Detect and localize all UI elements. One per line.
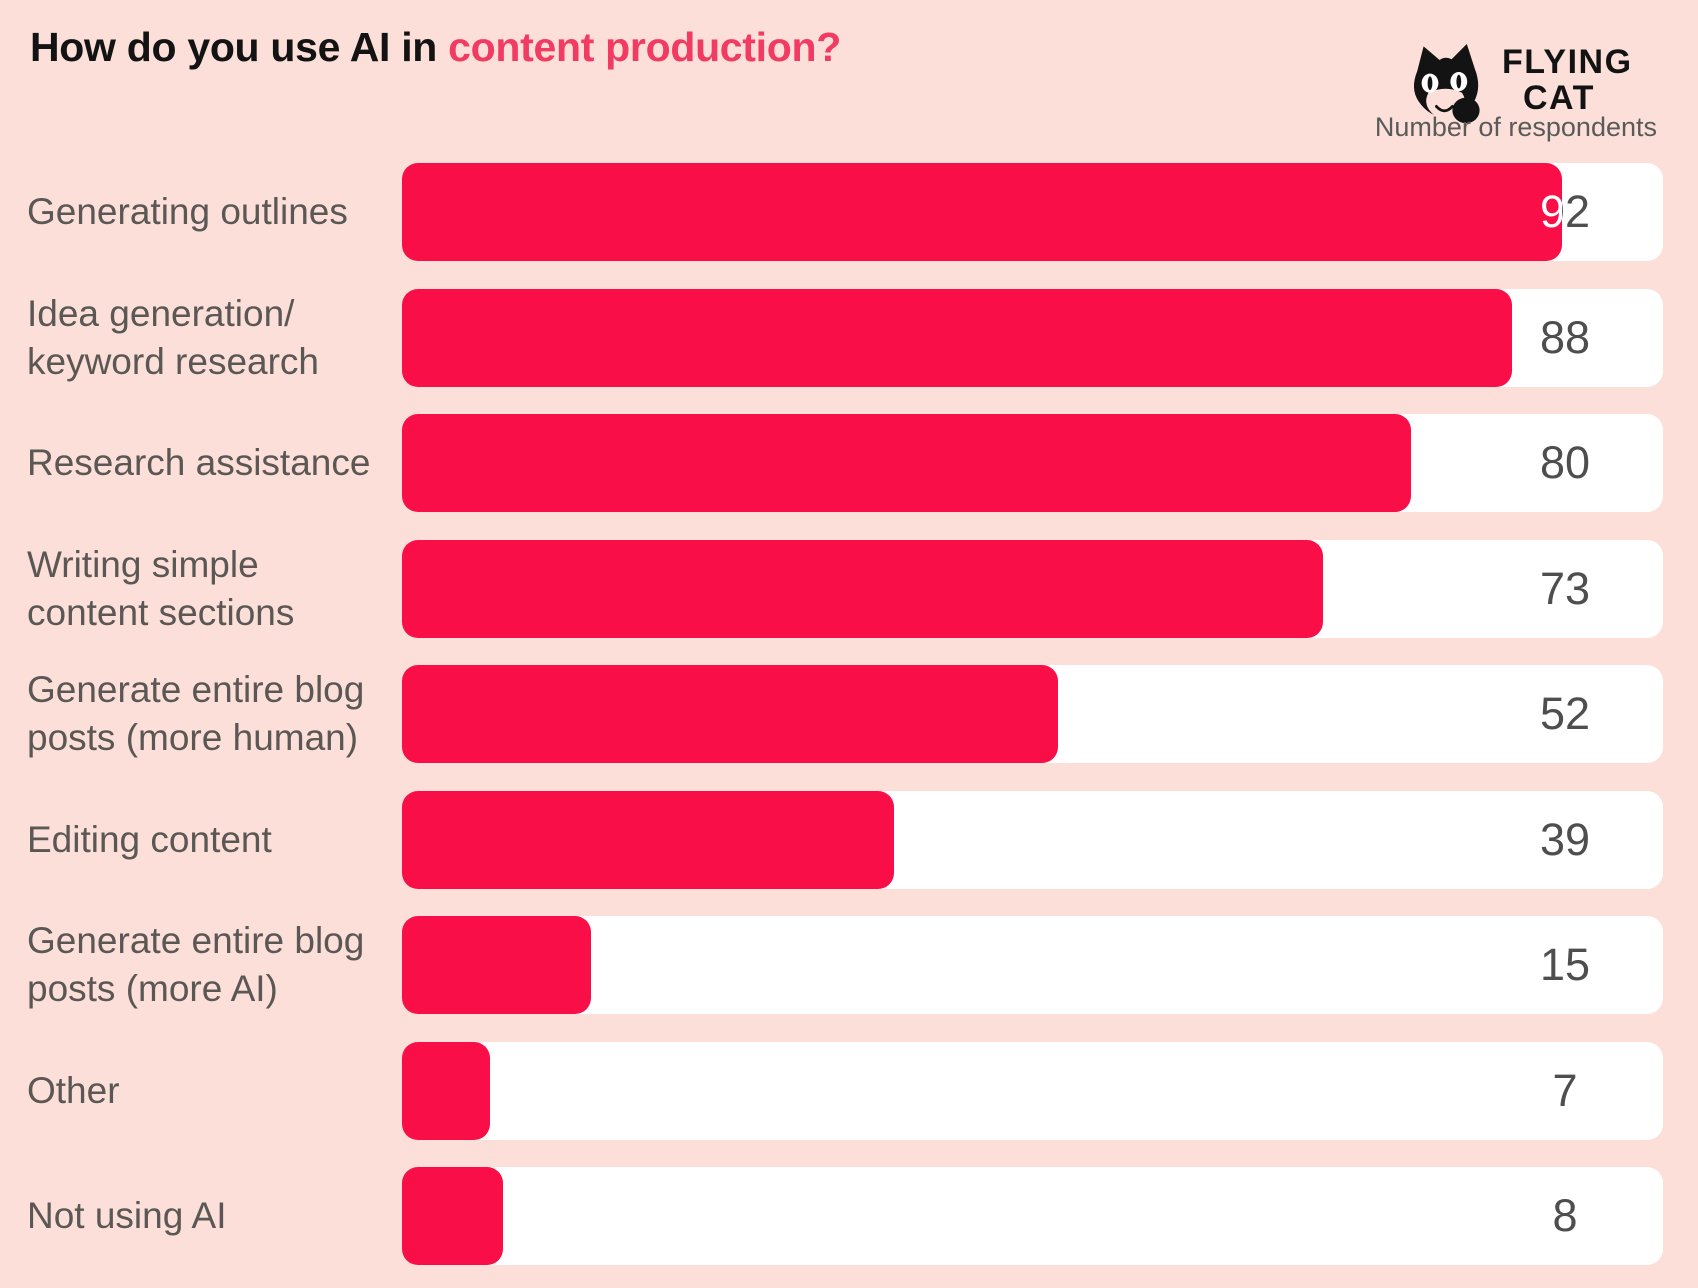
bar-track: 92 92 [402, 163, 1663, 261]
bar-chart: Generating outlines 92 92 Idea generatio… [0, 163, 1698, 1288]
bar: 52 [402, 665, 1058, 763]
chart-row: Other 7 7 [0, 1041, 1698, 1140]
chart-row: Writing simple content sections 73 73 [0, 539, 1698, 638]
value-label: 8 [1552, 1190, 1578, 1241]
bar-track: 73 73 [402, 539, 1663, 638]
value-label: 15 [1539, 939, 1591, 990]
value-axis-label: Number of respondents [1374, 112, 1657, 142]
bar: 92 [402, 163, 1563, 261]
brand-line-flying: FLYING [1502, 43, 1633, 81]
value-label: 52 [1539, 688, 1591, 739]
chart-row: Editing content 39 39 [0, 790, 1698, 889]
flying-cat-icon [1413, 44, 1480, 124]
category-label: Research assistance [27, 442, 371, 483]
chart-row: Generate entire blog posts (more AI) 15 … [0, 916, 1698, 1014]
bar-track: 39 39 [402, 790, 1663, 889]
category-label: Other [27, 1069, 120, 1111]
bar: 8 [402, 1167, 503, 1265]
category-label: Editing content [27, 818, 272, 860]
chart-row: Generate entire blog posts (more human) … [0, 665, 1698, 763]
value-label: 7 [1552, 1064, 1578, 1116]
bar-track: 8 8 [402, 1167, 1663, 1265]
bar: 7 [402, 1041, 491, 1140]
value-label: 80 [1539, 437, 1591, 488]
bar: 73 [402, 539, 1323, 638]
bar: 39 [402, 790, 894, 889]
category-label: Not using AI [27, 1195, 227, 1236]
bar-track: 80 80 [402, 414, 1663, 512]
title-accent: content production? [448, 24, 841, 70]
bar-track: 88 88 [402, 288, 1663, 387]
chart-row: Not using AI 8 8 [0, 1167, 1698, 1265]
page-title: How do you use AI in content production? [30, 24, 841, 71]
category-label: Writing simple content sections [27, 543, 295, 633]
value-label: 39 [1539, 813, 1591, 865]
flying-cat-brand: FLYING CAT [1406, 42, 1633, 126]
bar-track: 15 15 [402, 916, 1663, 1014]
category-label: Idea generation/ keyword research [27, 292, 320, 382]
brand-line-cat: CAT [1523, 79, 1595, 117]
category-label: Generate entire blog posts (more human) [27, 669, 365, 758]
value-label: 73 [1539, 562, 1591, 614]
bar: 88 [402, 288, 1512, 387]
value-label: 88 [1539, 311, 1591, 363]
chart-row: Generating outlines 92 92 [0, 163, 1698, 261]
value-label-overlay: 88 [1485, 312, 1512, 364]
bar: 15 [402, 916, 592, 1014]
category-label: Generating outlines [27, 191, 348, 232]
bar-track: 7 7 [402, 1041, 1663, 1140]
category-label: Generate entire blog posts (more AI) [27, 920, 365, 1009]
value-label-overlay: 92 [1539, 186, 1563, 237]
brand-wordmark: FLYING CAT [1502, 44, 1633, 116]
bar-track: 52 52 [402, 665, 1663, 763]
chart-row: Research assistance 80 80 [0, 414, 1698, 512]
bar: 80 [402, 414, 1411, 512]
title-prefix: How do you use AI in [30, 24, 449, 70]
chart-row: Idea generation/ keyword research 88 88 [0, 288, 1698, 387]
